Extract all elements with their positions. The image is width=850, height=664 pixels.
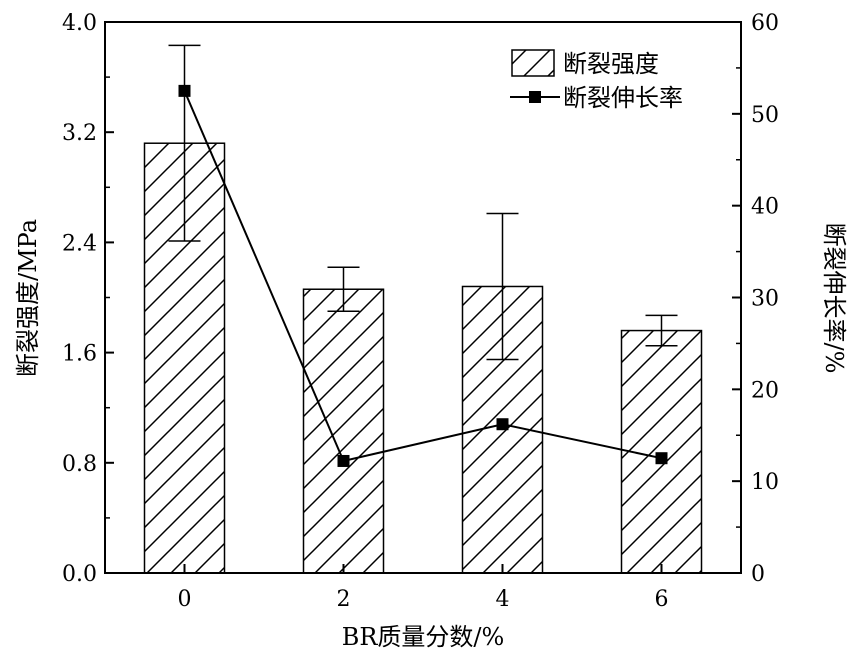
elongation-line (183, 90, 662, 463)
right-tick-label: 10 (751, 470, 779, 495)
left-axis-ticks: 0.0 0.8 1.6 2.4 3.2 4.0 (62, 11, 114, 587)
right-tick-label: 0 (751, 562, 765, 587)
x-axis-ticks: 0 2 4 6 (178, 564, 669, 612)
x-axis-title: BR质量分数/% (342, 623, 505, 651)
x-tick-label: 6 (655, 587, 669, 612)
elongation-point-2 (337, 454, 350, 467)
bars-layer (143, 142, 703, 574)
error-bars-layer (168, 44, 678, 361)
right-axis-ticks: 0 10 20 30 40 50 60 (732, 11, 779, 587)
right-tick-label: 50 (751, 103, 779, 128)
legend: 断裂强度 断裂伸长率 (510, 49, 683, 112)
right-tick-label: 40 (751, 195, 779, 220)
left-tick-label: 2.4 (62, 231, 97, 256)
elongation-point-0 (178, 84, 191, 97)
legend-line-label: 断裂伸长率 (563, 84, 683, 112)
left-tick-label: 0.8 (62, 452, 97, 477)
elongation-point-6 (655, 452, 668, 465)
x-tick-label: 4 (496, 587, 510, 612)
x-tick-label: 0 (178, 587, 192, 612)
left-tick-label: 3.2 (62, 121, 97, 146)
left-tick-label: 4.0 (62, 11, 97, 36)
legend-line-marker (529, 91, 541, 103)
right-axis-title: 断裂伸长率/% (820, 223, 848, 374)
right-tick-label: 20 (751, 378, 779, 403)
left-tick-label: 1.6 (62, 342, 97, 367)
legend-bar-swatch (511, 49, 555, 77)
bar-2 (302, 288, 385, 574)
right-tick-label: 60 (751, 11, 779, 36)
legend-bar-label: 断裂强度 (563, 50, 659, 78)
left-tick-label: 0.0 (62, 562, 97, 587)
x-tick-label: 2 (337, 587, 351, 612)
right-tick-label: 30 (751, 287, 779, 312)
elongation-point-4 (496, 418, 509, 431)
line-layer (178, 84, 668, 467)
left-axis-title: 断裂强度/MPa (14, 219, 42, 377)
